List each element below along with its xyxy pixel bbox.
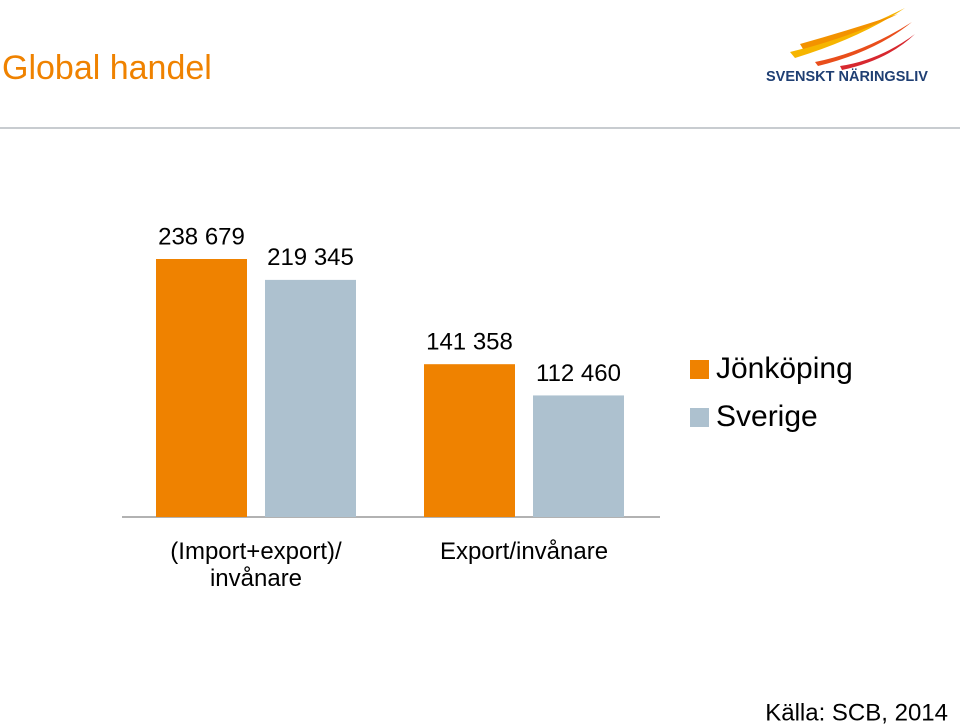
bar [156, 259, 247, 517]
bar [424, 364, 515, 517]
data-label: 238 679 [158, 223, 245, 250]
legend-label: Sverige [716, 400, 818, 433]
source: Källa: SCB, 2014 [765, 699, 948, 726]
data-label: 219 345 [267, 244, 354, 271]
legend-swatch [690, 360, 709, 379]
legend-label: Jönköping [716, 352, 853, 385]
chart-title: Global handel [2, 49, 212, 87]
bar [265, 279, 356, 517]
data-label: 141 358 [426, 329, 513, 356]
x-tick-label: (Import+export)/ invånare [170, 538, 342, 592]
x-tick-label: Export/invånare [439, 538, 609, 565]
legend-swatch [690, 408, 709, 427]
logo-text: SVENSKT NÄRINGSLIV [766, 68, 928, 85]
data-label: 112 460 [536, 360, 621, 387]
logo-flame [790, 8, 915, 70]
bar [533, 395, 624, 517]
